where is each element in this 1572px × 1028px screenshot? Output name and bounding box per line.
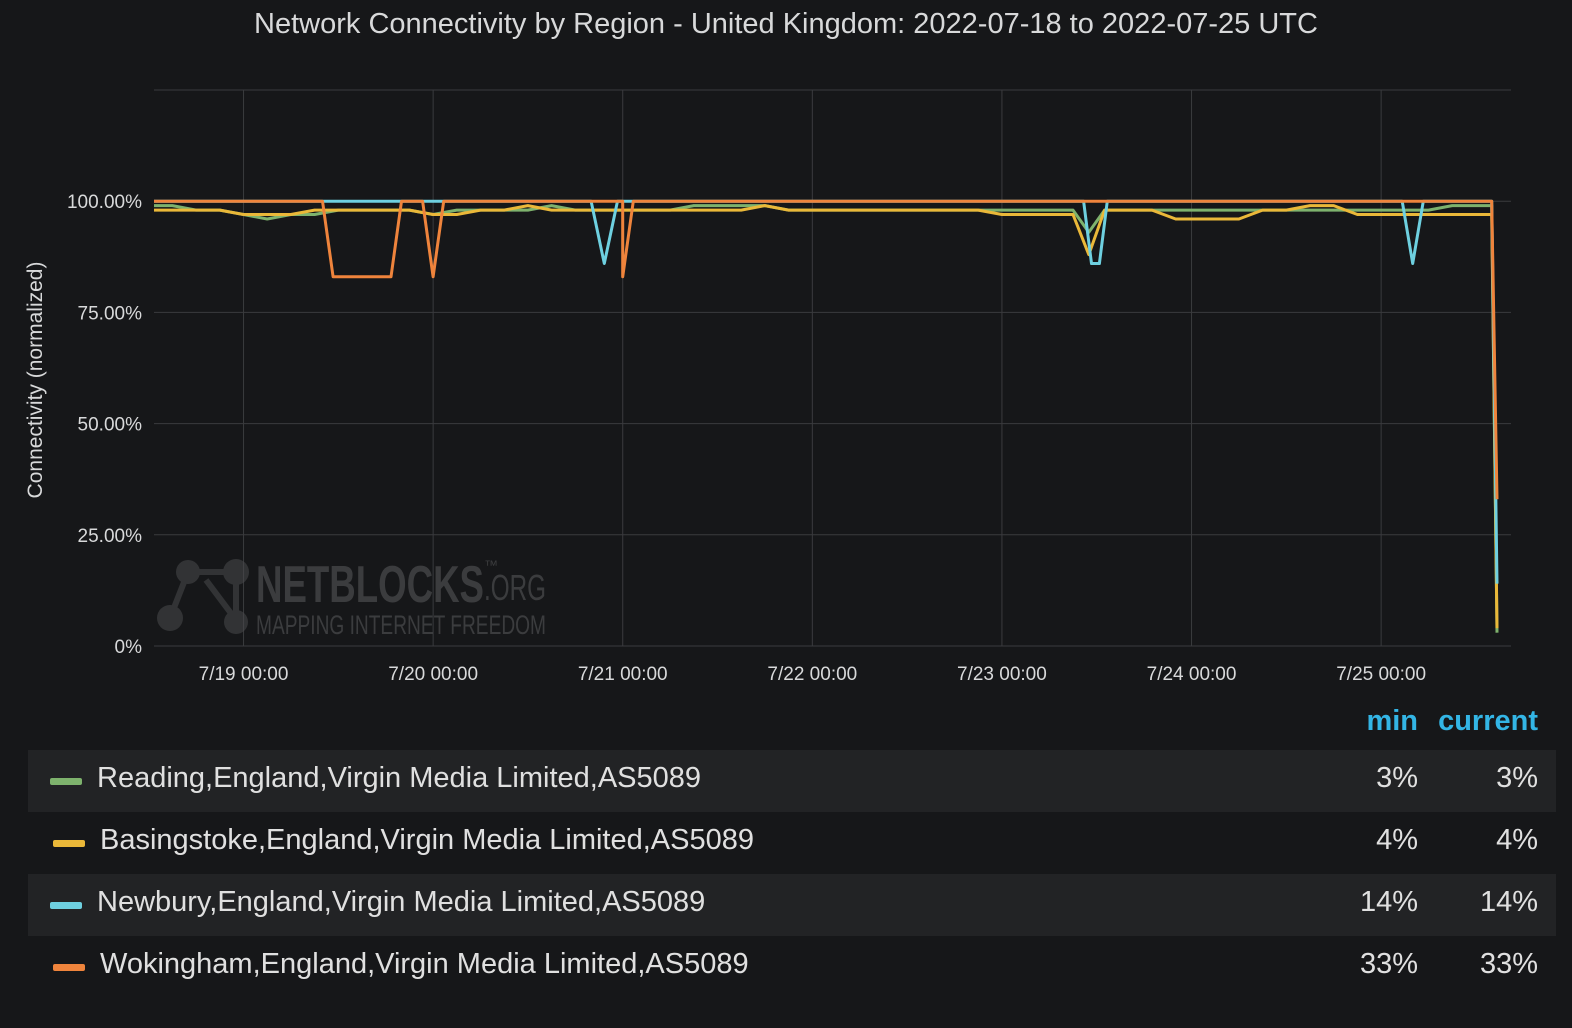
legend-swatch-basingstoke [53, 840, 85, 847]
legend-current-newbury: 14% [1479, 886, 1538, 918]
legend-row-wokingham[interactable]: Wokingham,England,Virgin Media Limited,A… [28, 936, 1556, 998]
legend-current-basingstoke: 4% [1496, 824, 1538, 856]
watermark-suffix: .ORG [484, 567, 546, 608]
x-tick-label: 7/22 00:00 [767, 664, 857, 685]
watermark-brand: NETBLOCKS [256, 556, 484, 614]
x-tick-label: 7/20 00:00 [388, 664, 478, 685]
x-tick-label: 7/23 00:00 [957, 664, 1047, 685]
x-tick-label: 7/25 00:00 [1336, 664, 1426, 685]
legend-min-newbury: 14% [1359, 886, 1418, 918]
legend-min-basingstoke: 4% [1376, 824, 1418, 856]
legend-row-reading[interactable]: Reading,England,Virgin Media Limited,AS5… [28, 750, 1556, 812]
series-line-1[interactable] [154, 204, 1499, 629]
legend-label-newbury: Newbury,England,Virgin Media Limited,AS5… [97, 886, 706, 918]
legend-header-min[interactable]: min [1366, 705, 1418, 737]
legend-row-basingstoke[interactable]: Basingstoke,England,Virgin Media Limited… [28, 812, 1556, 874]
y-tick-label: 50.00% [78, 415, 143, 436]
legend-swatch-wokingham [53, 964, 85, 971]
legend-min-reading: 3% [1376, 762, 1418, 794]
y-tick-label: 75.00% [78, 303, 143, 324]
legend-label-wokingham: Wokingham,England,Virgin Media Limited,A… [100, 948, 749, 980]
x-tick-label: 7/24 00:00 [1147, 664, 1237, 685]
netblocks-watermark: NETBLOCKS ™ .ORG MAPPING INTERNET FREEDO… [157, 556, 546, 640]
y-tick-label: 100.00% [67, 192, 142, 213]
series-line-2[interactable] [154, 199, 1499, 584]
chart-plot: 0% 25.00% 50.00% 75.00% 100.00% 7/19 00:00 7/2… [24, 89, 1511, 685]
legend-swatch-reading [50, 778, 82, 785]
legend-label-basingstoke: Basingstoke,England,Virgin Media Limited… [100, 824, 754, 856]
y-tick-label: 0% [115, 637, 143, 658]
watermark-tagline: MAPPING INTERNET FREEDOM [256, 610, 546, 640]
legend-swatch-newbury [50, 902, 82, 909]
x-tick-label: 7/19 00:00 [199, 664, 289, 685]
legend-current-reading: 3% [1496, 762, 1538, 794]
legend-header-current[interactable]: current [1438, 705, 1538, 737]
x-tick-label: 7/21 00:00 [578, 664, 668, 685]
legend-current-wokingham: 33% [1479, 948, 1538, 980]
netblocks-logo-icon [157, 559, 249, 634]
legend-label-reading: Reading,England,Virgin Media Limited,AS5… [97, 762, 702, 794]
legend-row-newbury[interactable]: Newbury,England,Virgin Media Limited,AS5… [28, 874, 1556, 936]
series-line-3[interactable] [154, 199, 1499, 500]
chart-title: Network Connectivity by Region - United … [254, 8, 1318, 40]
legend-min-wokingham: 33% [1359, 948, 1418, 980]
y-axis-label: Connectivity (normalized) [24, 262, 47, 499]
watermark-tm: ™ [484, 557, 498, 573]
y-tick-label: 25.00% [78, 526, 143, 547]
